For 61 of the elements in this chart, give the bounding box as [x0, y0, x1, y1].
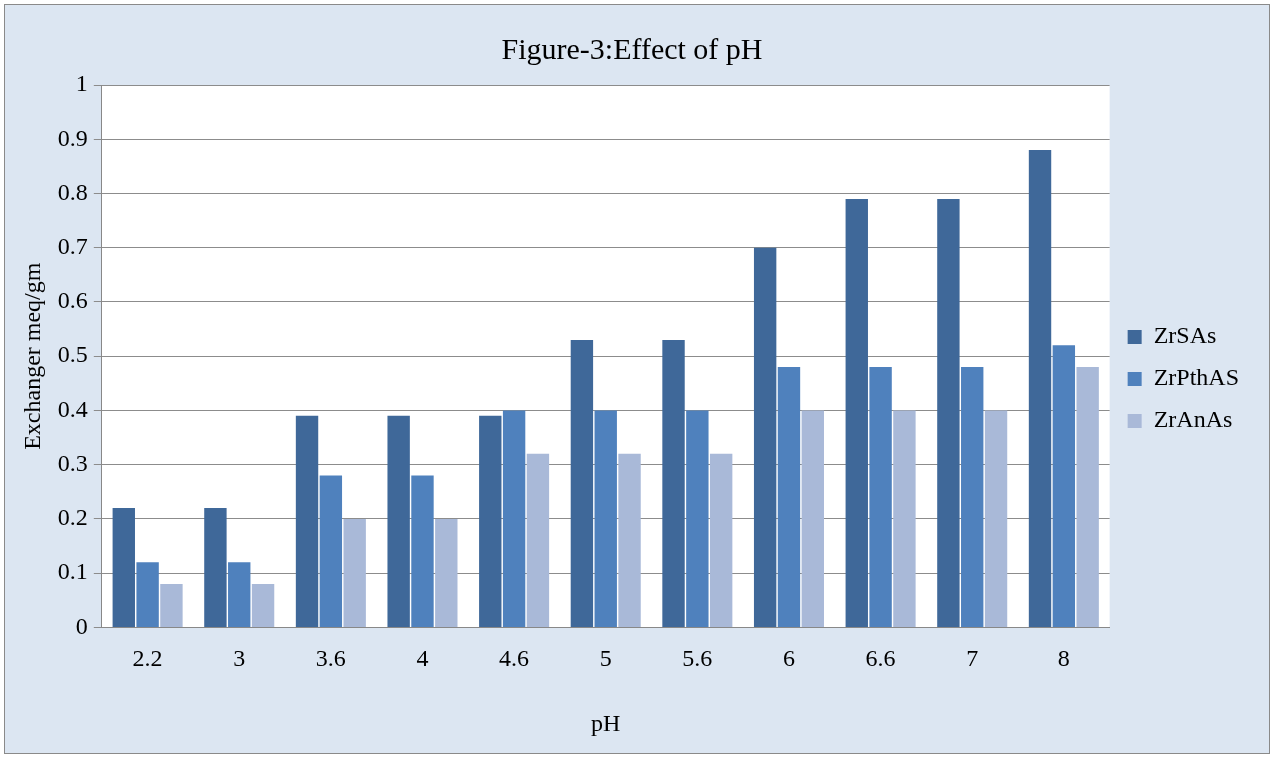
bar [1052, 345, 1076, 627]
x-tick-label: 4.6 [499, 645, 530, 672]
bar [618, 453, 641, 627]
y-tick-label: 0.8 [57, 178, 88, 205]
y-tick-label: 0.6 [57, 287, 88, 314]
y-tick-label: 1 [75, 70, 88, 97]
bar [570, 339, 594, 627]
chart-title: Figure-3:Effect of pH [501, 31, 763, 65]
bar [251, 584, 275, 627]
y-tick-label: 0.9 [57, 124, 88, 151]
bar [387, 415, 410, 627]
bar [343, 518, 366, 627]
bar [869, 367, 892, 627]
bar [961, 367, 984, 627]
y-tick-label: 0.4 [57, 395, 88, 422]
bar [479, 415, 502, 627]
bar [112, 508, 135, 627]
x-tick-label: 2.2 [132, 645, 163, 672]
y-tick-label: 0.2 [57, 504, 88, 531]
bar [777, 367, 801, 627]
legend-label: ZrPthAS [1153, 364, 1240, 391]
legend-label: ZrAnAs [1153, 406, 1233, 433]
bar [845, 198, 868, 627]
bar [160, 584, 183, 627]
bar [893, 410, 916, 627]
x-axis-title: pH [591, 709, 621, 736]
bar [136, 562, 159, 627]
x-tick-label: 8 [1057, 645, 1070, 672]
x-tick-label: 5 [599, 645, 612, 672]
bar [1076, 367, 1099, 627]
x-tick-label: 3 [233, 645, 246, 672]
bar [984, 410, 1008, 627]
legend-label: ZrSAs [1153, 322, 1217, 349]
bar [411, 475, 434, 627]
x-tick-label: 3.6 [315, 645, 346, 672]
bar [709, 453, 733, 627]
y-tick-label: 0.7 [57, 233, 88, 260]
y-tick-label: 0.1 [57, 558, 88, 585]
x-tick-label: 6 [782, 645, 795, 672]
bar [319, 475, 343, 627]
bar [1028, 150, 1052, 627]
bar [526, 453, 550, 627]
bar [753, 247, 777, 627]
y-tick-label: 0.5 [57, 341, 88, 368]
y-axis-title: Exchanger meq/gm [18, 262, 45, 450]
bar [801, 410, 824, 627]
bar [937, 198, 960, 627]
bar [435, 518, 458, 627]
bar [204, 508, 227, 627]
x-tick-label: 4 [416, 645, 429, 672]
bar [295, 415, 319, 627]
bar [228, 562, 251, 627]
bar [686, 410, 709, 627]
x-tick-label: 6.6 [865, 645, 896, 672]
x-tick-label: 5.6 [682, 645, 713, 672]
bar [594, 410, 617, 627]
y-tick-label: 0.3 [57, 449, 88, 476]
bar [502, 410, 526, 627]
bar [662, 339, 685, 627]
x-tick-label: 7 [966, 645, 979, 672]
y-tick-label: 0 [75, 612, 88, 639]
